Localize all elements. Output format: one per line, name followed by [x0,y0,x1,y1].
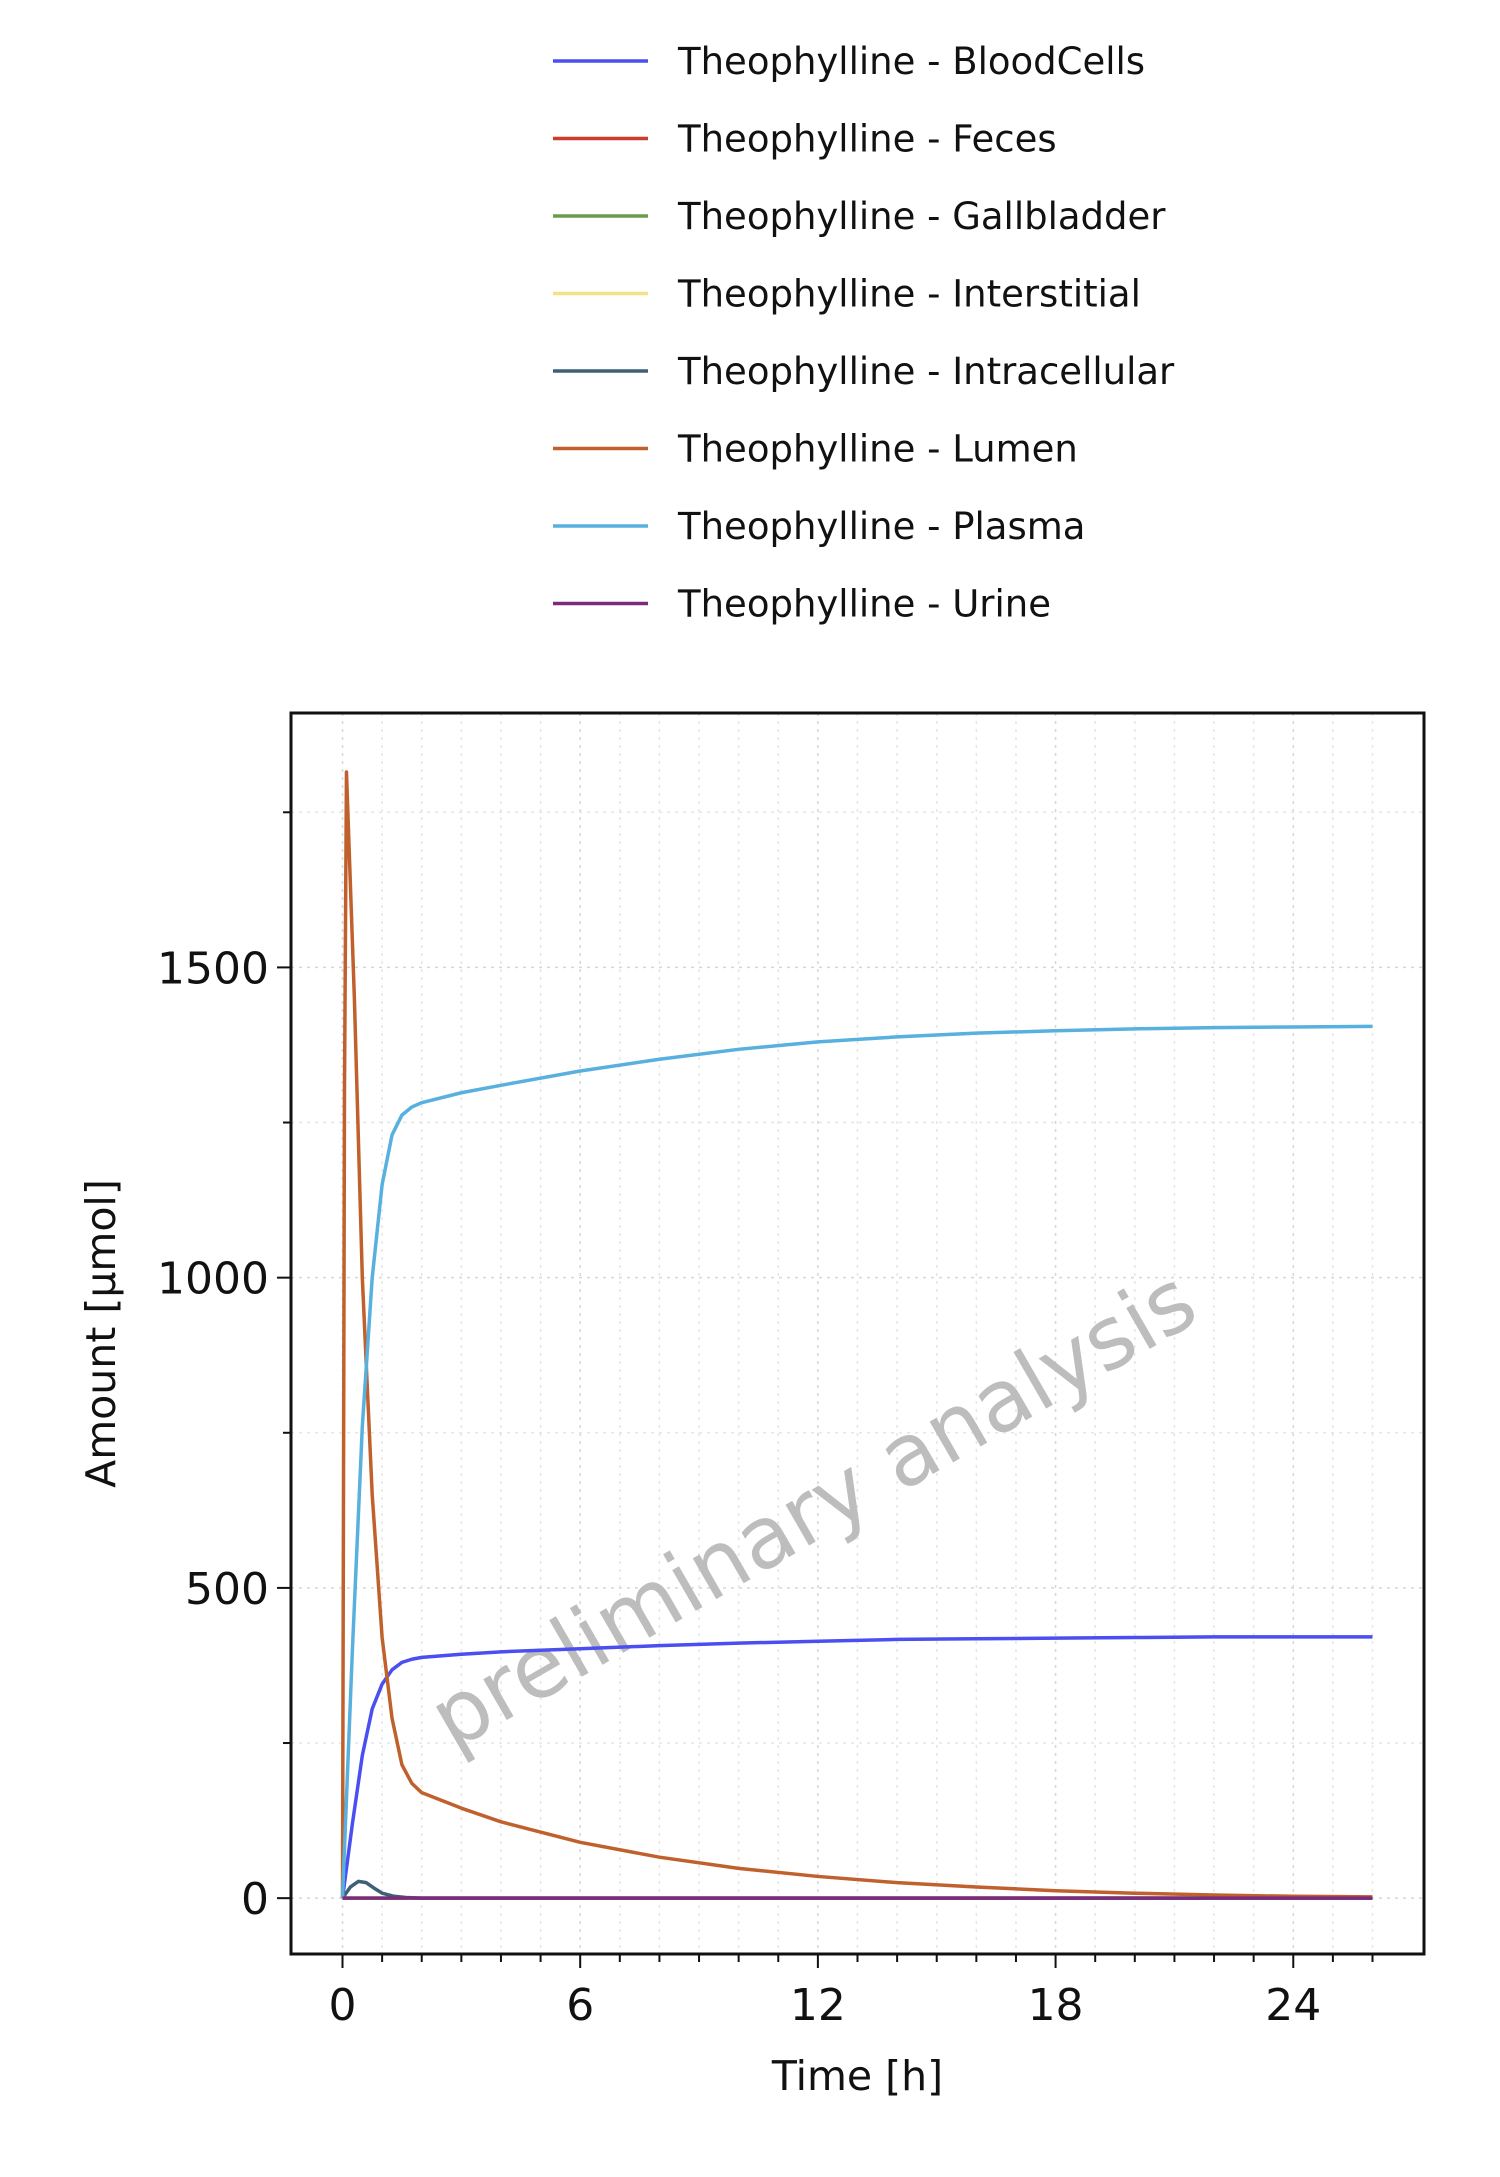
series-line-7 [340,1024,1373,1899]
series-line-1 [340,1635,1373,1899]
legend-label: Theophylline - Intracellular [677,350,1175,393]
series-lines [340,770,1373,1900]
x-tick-label: 12 [790,1980,846,2031]
plot-area: preliminary analysis [289,711,1426,1956]
y-axis-title: Amount [µmol] [77,1179,125,1488]
x-tick-label: 18 [1028,1980,1084,2031]
legend-label: Theophylline - Interstitial [677,273,1141,316]
legend-label: Theophylline - Gallbladder [677,195,1166,238]
legend-label: Theophylline - Plasma [677,505,1085,548]
x-tick-label: 24 [1265,1980,1321,2031]
x-axis-title: Time [h] [771,2052,943,2100]
x-tick-label: 0 [329,1980,357,2031]
x-tick-label: 6 [566,1980,594,2031]
y-tick-label: 1000 [157,1254,269,1305]
y-tick-label: 1500 [157,943,269,994]
legend-label: Theophylline - Lumen [677,428,1078,471]
y-tick-label: 0 [241,1874,269,1925]
legend: Theophylline - BloodCells Theophylline - … [553,40,1175,626]
legend-label: Theophylline - BloodCells [677,40,1145,83]
y-axis: 0 500 1000 1500 [157,713,293,1954]
series-line-6 [340,770,1373,1899]
x-axis: 0 6 12 18 24 [291,1952,1424,2031]
legend-label: Theophylline - Urine [677,583,1051,626]
legend-label: Theophylline - Feces [677,118,1057,161]
y-tick-label: 500 [185,1564,269,1615]
